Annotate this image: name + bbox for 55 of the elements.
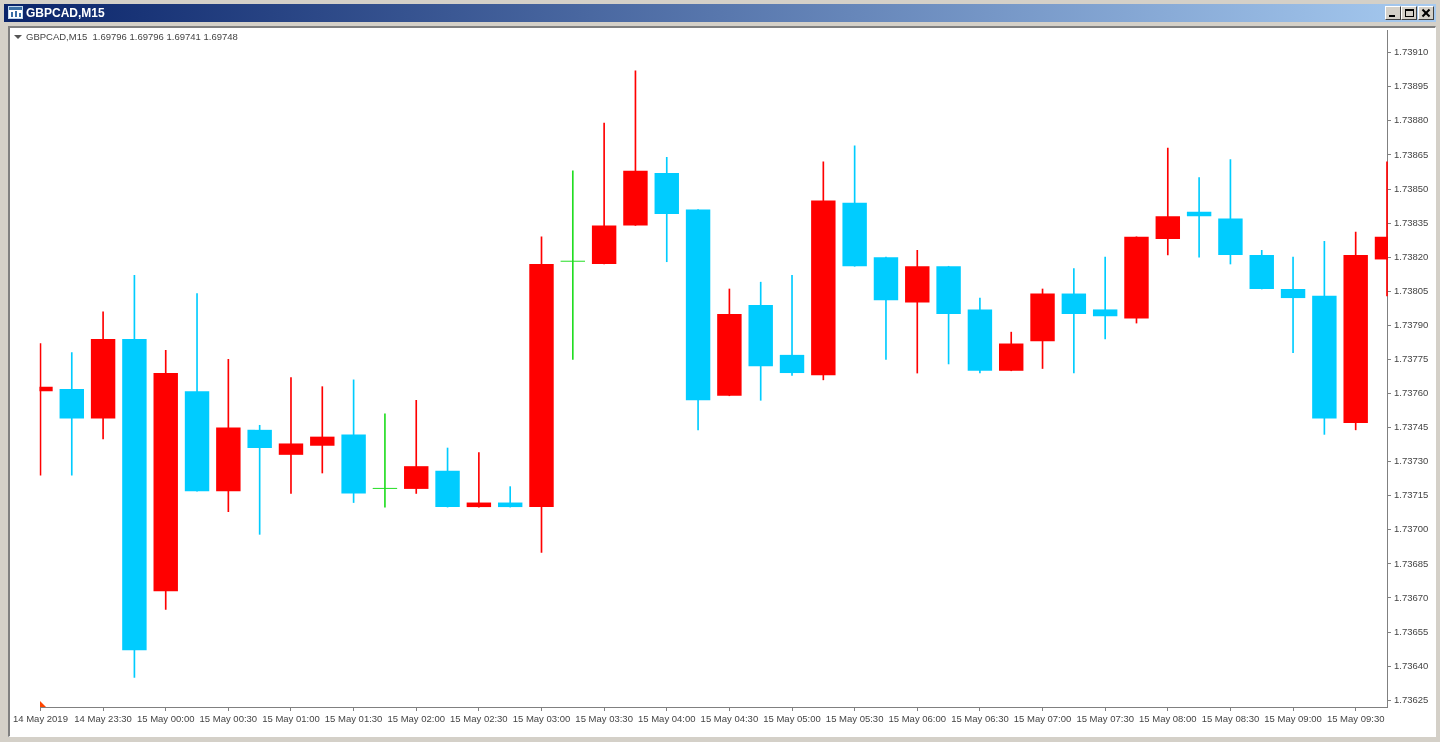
x-tick-label: 15 May 00:30 [199, 713, 258, 725]
y-tick-label: 1.73775 [1394, 353, 1429, 365]
y-tick-label: 1.73700 [1394, 523, 1429, 535]
candlestick [310, 386, 335, 474]
y-tick-label: 1.73730 [1394, 455, 1429, 467]
x-tick-label: 15 May 06:00 [888, 713, 947, 725]
x-tick-label: 15 May 00:00 [136, 713, 195, 725]
candlestick [1280, 256, 1306, 353]
y-tick-label: 1.73910 [1394, 46, 1429, 58]
candlestick [1061, 268, 1087, 374]
x-tick-label: 15 May 05:30 [825, 713, 884, 725]
candlestick [1092, 256, 1118, 340]
candlestick [1155, 147, 1181, 256]
y-tick-label: 1.73820 [1394, 250, 1429, 262]
y-tick-label: 1.73760 [1394, 387, 1429, 399]
x-tick-label: 15 May 09:30 [1326, 713, 1385, 725]
y-tick-label: 1.73880 [1394, 114, 1429, 126]
x-tick-label: 15 May 08:00 [1139, 713, 1197, 725]
x-tick-label: 15 May 01:00 [262, 713, 320, 725]
chart-title: GBPCAD,M15 [26, 6, 105, 20]
x-tick-label: 15 May 04:00 [637, 713, 696, 725]
y-tick-label: 1.73850 [1394, 182, 1429, 194]
x-tick-label: 15 May 02:30 [450, 713, 508, 725]
x-tick-label: 14 May 23:30 [74, 713, 132, 725]
candlestick [779, 275, 805, 376]
x-tick-label: 15 May 03:00 [512, 713, 571, 725]
y-tick-label: 1.73790 [1394, 318, 1429, 330]
x-tick-label: 15 May 02:00 [387, 713, 446, 725]
candlestick [372, 413, 398, 508]
x-tick-label: 15 May 04:30 [700, 713, 759, 725]
x-tick-label: 15 May 07:00 [1013, 713, 1072, 725]
y-tick-label: 1.73655 [1394, 625, 1429, 637]
y-tick-label: 1.73625 [1394, 693, 1429, 705]
y-tick-label: 1.73865 [1394, 148, 1429, 160]
candlestick [404, 399, 429, 494]
x-tick-label: 15 May 05:00 [763, 713, 821, 725]
x-tick-label: 15 May 01:30 [324, 713, 383, 725]
y-tick-label: 1.73715 [1394, 489, 1429, 501]
candlestick [278, 377, 304, 494]
y-tick-label: 1.73685 [1394, 557, 1429, 569]
x-tick-label: 14 May 2019 [12, 713, 68, 725]
x-tick-label: 15 May 08:30 [1201, 713, 1260, 725]
y-tick-label: 1.73805 [1394, 284, 1429, 296]
y-tick-label: 1.73745 [1394, 421, 1429, 433]
x-tick-label: 15 May 06:30 [951, 713, 1009, 725]
x-tick-label: 15 May 07:30 [1076, 713, 1134, 725]
chart-subtitle: GBPCAD,M15 1.69796 1.69796 1.69741 1.69748 [26, 31, 238, 43]
y-tick-label: 1.73895 [1394, 80, 1429, 92]
candlestick [59, 352, 84, 476]
x-tick-label: 15 May 09:00 [1264, 713, 1322, 725]
x-tick-label: 15 May 03:30 [575, 713, 633, 725]
y-tick-label: 1.73835 [1394, 216, 1429, 228]
y-tick-label: 1.73670 [1394, 591, 1429, 603]
candlestick [560, 170, 586, 360]
y-tick-label: 1.73640 [1394, 659, 1429, 671]
